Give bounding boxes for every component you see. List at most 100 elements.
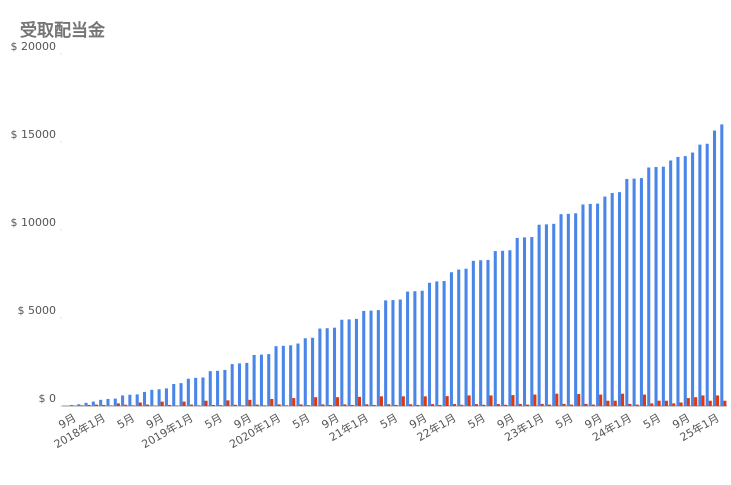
bar [467,395,471,406]
bar [559,214,563,406]
bar [270,398,274,406]
bar [116,403,120,406]
y-tick-label: $ 15000 [11,128,57,141]
bar [336,397,340,406]
bar [664,400,668,406]
x-tick-label: 5月 [115,411,137,431]
bar [526,404,530,406]
bar [445,396,449,406]
bar [639,178,643,406]
bar [172,384,176,406]
bar [311,337,315,406]
bar [508,250,512,406]
bar [204,400,208,406]
bar [515,237,519,406]
bar [610,193,614,406]
bar [365,404,369,406]
bar [720,124,724,407]
bar [197,405,201,406]
bar [504,404,508,406]
bar [189,404,193,406]
x-tick-label: 5月 [378,411,400,431]
bar [376,310,380,406]
bar [340,319,344,406]
bar [460,404,464,406]
bar [284,405,288,406]
bar [511,395,515,406]
bar [328,404,332,406]
chart-title: 受取配当金 [20,20,106,41]
bar [547,404,552,406]
x-tick-label: 5月 [466,411,488,431]
bar [423,396,427,406]
bar [369,310,373,406]
bar [632,178,636,406]
bar [431,404,435,406]
bar [325,328,329,406]
bar [501,250,505,406]
bar [314,397,318,406]
bar [452,404,457,406]
bar [121,395,125,406]
bar [394,404,398,406]
bar [102,404,106,406]
y-tick-label: $ 10000 [11,216,57,229]
bar [606,400,610,406]
bar [420,290,424,406]
bar [628,403,632,406]
bar [486,259,490,406]
bar [530,237,534,406]
bar [306,405,310,406]
bar [387,404,391,406]
bar [398,299,402,406]
bar [164,388,168,406]
bar [435,281,439,406]
bar [635,404,639,406]
y-tick-label: $ 5000 [18,304,57,317]
bar [584,403,588,406]
bar [332,327,337,406]
bar [252,354,256,406]
bar [135,394,139,406]
bar [464,268,468,406]
bar [708,400,712,406]
bar [350,404,354,406]
bar [299,404,303,406]
bar [555,393,559,406]
bar [482,404,486,406]
bar [216,370,220,406]
x-tick-label: 5月 [641,411,663,431]
bar [522,237,527,406]
bar [277,404,281,406]
x-tick-label: 5月 [290,411,312,431]
bar [146,404,150,406]
x-tick-label: 2020年1月 [227,410,283,451]
bar [318,328,322,406]
bar [599,394,603,406]
bar [603,196,607,406]
bar [226,400,230,406]
bar [128,394,132,406]
bar [449,272,453,406]
bar [379,396,383,406]
bar [354,318,358,406]
y-tick-label: $ 20000 [11,40,57,53]
bar [153,405,157,406]
bar [241,405,245,406]
bar [77,404,81,406]
bar [591,404,595,406]
bar [106,398,110,406]
bar [457,269,461,406]
bar [642,394,647,406]
bar [698,144,702,406]
x-tick-label: 5月 [203,411,225,431]
bar [248,399,252,406]
bar [69,404,73,406]
bar [259,354,263,406]
bar [701,395,705,406]
bar [588,203,592,406]
bar [94,404,98,406]
bar [596,203,600,406]
bar [613,400,617,406]
bar [109,405,113,406]
